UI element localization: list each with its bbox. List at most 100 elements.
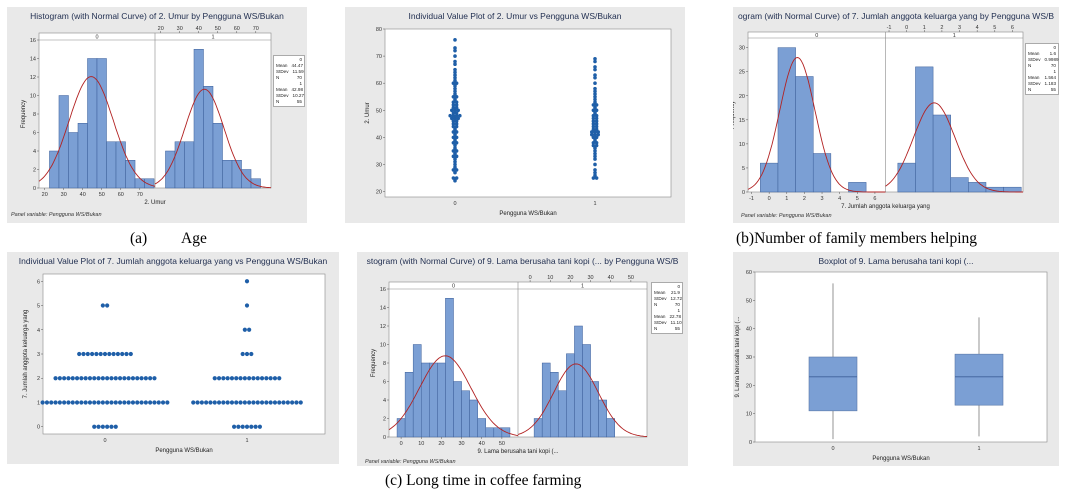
stats-legend: 0 Mean 21.9 StDev 12.72 N 70 1 Mean 22.78 StDev 11.… [651,282,683,334]
data-point [92,400,97,405]
histogram-bar [404,372,414,438]
stats-value: 11.10 [670,320,682,325]
data-point [453,143,457,148]
histogram-bar [412,344,422,438]
data-point [451,149,456,153]
y-tick-label: 5 [742,166,745,172]
x-tick-label: 30 [61,192,67,198]
stats-value: 55 [1050,87,1056,92]
x-axis-label: 9. Lama berusaha tani kopi (... [477,449,558,455]
stats-value: 12.72 [670,296,683,301]
x-tick-label: 70 [253,26,259,32]
x-axis-label: Pengguna WS/Bukan [155,448,212,454]
data-point [128,351,133,357]
data-point [451,119,456,123]
data-point [83,400,88,405]
data-point [212,376,217,381]
stats-value: 55 [674,326,680,331]
chart-title: Individual Value Plot of 2. Umur vs Peng… [408,11,622,21]
data-point [62,400,67,405]
data-point [120,351,125,357]
x-tick-label: 2 [803,196,806,202]
x-axis-label: Pengguna WS/Bukan [499,211,556,217]
stats-row: Mean 42.98 [276,87,303,93]
stats-key: Mean [654,290,666,295]
data-point [453,165,457,169]
data-point [204,400,209,405]
data-point [593,149,597,153]
y-tick-label: 0 [383,435,386,441]
data-point [591,143,596,148]
x-tick-label: 0 [103,438,106,444]
stats-key: StDev [654,296,667,301]
histogram-bar [445,298,454,438]
data-point [100,424,105,429]
stats-group-label: 1 [677,308,680,313]
data-point [130,400,136,405]
data-point [453,59,457,64]
panel-label: 1 [581,284,584,290]
caption-a-label: (a) [130,230,148,247]
histogram-bar [533,418,543,438]
x-tick-label: 20 [42,192,48,198]
histogram-bar [125,160,136,189]
data-point [232,424,237,429]
x-tick-label: 10 [418,441,424,447]
stats-row: N 70 [1028,63,1056,69]
stats-row: Mean 1.564 [1028,75,1056,81]
x-axis-label: 7. Jumlah anggota keluarga yang [841,204,930,210]
data-point [135,400,140,405]
stats-key: Mean [1028,51,1040,56]
data-point [253,424,258,429]
chart-panel-farming-histogram: stogram (with Normal Curve) of 9. Lama b… [357,252,688,466]
data-point [454,135,459,140]
data-point [124,351,129,357]
stats-key: StDev [654,320,667,325]
x-tick-label: 0 [400,441,403,447]
data-point [113,424,118,429]
panel-label: 1 [211,35,214,41]
data-point [593,157,597,161]
data-point [453,67,457,72]
data-point [122,376,127,381]
histogram-bar [777,47,796,193]
data-point [454,149,459,153]
y-tick-label: 50 [376,108,382,114]
y-tick-label: 50 [746,298,752,304]
data-point [66,376,71,381]
data-point [216,400,222,405]
x-tick-label: 70 [137,192,143,198]
data-point [66,400,71,405]
data-point [53,376,58,381]
panel-label: 0 [452,284,455,290]
data-point [139,400,144,405]
data-point [593,173,597,178]
data-point [454,94,459,99]
data-point [453,46,457,50]
data-point [107,351,112,357]
data-point [44,400,50,405]
x-tick-label: 0 [905,25,908,31]
data-point [249,351,254,357]
x-tick-label: 1 [977,446,980,452]
normal-curve [38,76,156,187]
box [808,356,858,412]
y-tick-label: 20 [376,190,382,196]
x-tick-label: 40 [608,275,614,281]
data-point [268,400,273,405]
histogram-bar [477,418,486,438]
data-point [593,94,597,99]
data-point [225,400,230,405]
stats-value: 11.59 [292,69,304,74]
histogram-bar [469,399,478,438]
x-tick-label: 40 [80,192,86,198]
data-point [156,400,161,405]
x-tick-label: 50 [99,192,105,198]
data-point [451,111,456,115]
data-point [451,105,456,110]
x-tick-label: 1 [245,438,248,444]
data-point [277,376,282,381]
data-point [593,162,597,167]
data-point [255,376,260,381]
